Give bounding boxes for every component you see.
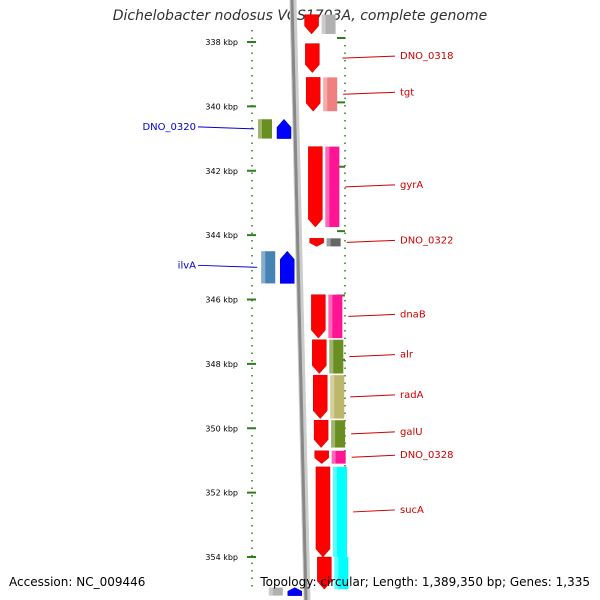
cog-bar (328, 294, 343, 339)
accession-text: Accession: NC_009446 (9, 575, 146, 589)
cog-bar (258, 119, 273, 139)
gene-label-line (351, 454, 396, 458)
cog-bar-shine (329, 339, 334, 374)
cog-bar (323, 77, 338, 112)
forward-gene-arrow (304, 14, 319, 35)
ruler-tick-label: 354 kbp (205, 553, 238, 562)
gene-label-line (352, 509, 396, 513)
cog-bar-shine (325, 146, 330, 228)
gene-label-line (343, 91, 396, 95)
cog-bar (330, 375, 345, 419)
cog-bar (332, 466, 347, 557)
cog-bar-shine (258, 119, 263, 139)
cog-bar-shine (330, 375, 335, 419)
gene-label-line (197, 264, 258, 268)
gene-label: gyrA (400, 180, 423, 191)
gene-features (258, 14, 349, 596)
gene-label-line (346, 239, 396, 243)
cog-bar (331, 420, 346, 448)
cog-bar-shine (323, 77, 328, 112)
forward-gene-arrow (312, 339, 327, 374)
cog-bar-shine (261, 251, 266, 284)
cog-bar (325, 146, 340, 228)
backbone (289, 0, 311, 600)
reverse-gene-arrow (279, 250, 295, 284)
cog-bar (329, 339, 344, 374)
gene-label-line (351, 431, 396, 435)
ruler-tick-label: 342 kbp (205, 167, 238, 176)
cog-bar-shine (331, 450, 336, 464)
cog-bar (331, 450, 346, 464)
gene-label: sucA (400, 505, 424, 516)
ruler-tick-label: 352 kbp (205, 489, 238, 498)
cog-bar-shine (268, 587, 273, 596)
gene-label: galU (400, 427, 423, 438)
forward-gene-arrow (311, 294, 326, 339)
gene-label: DNO_0320 (142, 122, 196, 133)
gene-label: DNO_0328 (400, 450, 454, 461)
forward-gene-arrow (313, 374, 328, 419)
cog-bar-shine (332, 466, 337, 557)
gene-label: dnaB (400, 309, 426, 320)
gene-label-line (197, 126, 255, 130)
gene-label-line (345, 184, 396, 188)
map-title: Dichelobacter nodosus VCS1703A, complete… (112, 8, 488, 24)
gene-label-line (349, 354, 396, 358)
gene-label: DNO_0322 (400, 235, 454, 246)
topology-text: Topology: circular; Length: 1,389,350 bp… (260, 575, 590, 589)
cog-bar (321, 14, 336, 34)
gene-label: tgt (400, 87, 414, 98)
forward-gene-arrow (308, 146, 323, 228)
cog-bar (334, 557, 349, 590)
forward-gene-arrow (313, 419, 329, 448)
forward-gene-arrow (317, 556, 332, 590)
forward-gene-arrow (305, 77, 321, 112)
gene-label: alr (400, 350, 414, 361)
gene-label: radA (400, 390, 424, 401)
ruler-tick-label: 340 kbp (205, 102, 238, 111)
gene-label-line (350, 394, 396, 398)
gene-label-line (348, 313, 396, 317)
cog-bar-shine (334, 557, 339, 590)
cog-bar (326, 238, 341, 247)
ruler-tick-label: 350 kbp (205, 424, 238, 433)
cog-bar (268, 587, 283, 596)
ruler-tick-label: 344 kbp (205, 231, 238, 240)
gene-label: ilvA (178, 260, 196, 271)
reverse-gene-arrow (287, 587, 303, 596)
cog-bar-shine (321, 14, 326, 34)
forward-gene-arrow (309, 238, 324, 247)
cog-bar-shine (328, 294, 333, 339)
cog-bar (261, 251, 276, 284)
gene-label-line (342, 55, 396, 59)
forward-gene-arrow (314, 450, 329, 464)
ruler-tick-label: 338 kbp (205, 38, 238, 47)
reverse-gene-arrow (276, 118, 292, 139)
backbone-arc (290, 0, 308, 600)
forward-gene-arrow (305, 43, 320, 73)
forward-gene-arrow (315, 466, 331, 558)
cog-bar-shine (331, 420, 336, 448)
ruler-tick-label: 346 kbp (205, 296, 238, 305)
ruler-tick-label: 348 kbp (205, 360, 238, 369)
gene-label: DNO_0318 (400, 51, 454, 62)
cog-bar-shine (326, 238, 331, 247)
